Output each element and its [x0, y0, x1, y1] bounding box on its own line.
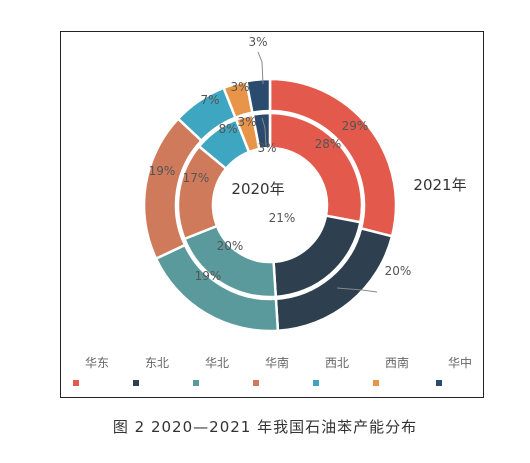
outer-value-label-2: 19%	[195, 269, 222, 283]
leader-line-huazhong-outer	[257, 51, 264, 85]
legend-label-5: 西南	[385, 355, 409, 370]
inner-value-label-1: 21%	[269, 211, 296, 225]
legend-swatch-4	[313, 380, 319, 386]
inner-value-label-3: 17%	[183, 171, 210, 185]
outer-value-label-5: 3%	[230, 80, 249, 94]
legend-label-6: 华中	[448, 355, 472, 370]
series-label-2020: 2020年	[231, 180, 284, 198]
inner-value-label-5: 3%	[237, 115, 256, 129]
legend-swatch-6	[436, 380, 442, 386]
legend-swatch-5	[373, 380, 379, 386]
inner-value-label-4: 8%	[218, 122, 237, 136]
outer-value-label-4: 7%	[200, 93, 219, 107]
legend-swatch-2	[193, 380, 199, 386]
legend-swatch-0	[73, 380, 79, 386]
legend-label-0: 华东	[85, 356, 109, 370]
outer-value-label-1: 20%	[385, 264, 412, 278]
outer-value-label-6: 3%	[248, 35, 267, 49]
legend-swatch-3	[253, 380, 259, 386]
inner-value-label-6: 3%	[257, 141, 276, 155]
slice-inner-0	[268, 111, 364, 224]
figure-caption: 图 2 2020—2021 年我国石油苯产能分布	[112, 418, 418, 436]
legend-label-3: 华南	[265, 355, 289, 370]
legend-label-2: 华北	[205, 356, 229, 370]
legend-label-1: 东北	[145, 356, 169, 370]
slice-outer-6	[244, 77, 272, 115]
outer-value-label-0: 29%	[342, 119, 369, 133]
leader-line-dongbei	[336, 287, 378, 293]
inner-value-label-2: 20%	[217, 239, 244, 253]
chart-frame	[60, 31, 484, 398]
series-label-2021: 2021年	[413, 176, 466, 194]
legend-label-4: 西北	[325, 356, 349, 370]
outer-value-label-3: 19%	[149, 164, 176, 178]
inner-value-label-0: 28%	[315, 137, 342, 151]
legend-swatch-1	[133, 380, 139, 386]
leader-line-huazhong-inner	[261, 117, 267, 147]
